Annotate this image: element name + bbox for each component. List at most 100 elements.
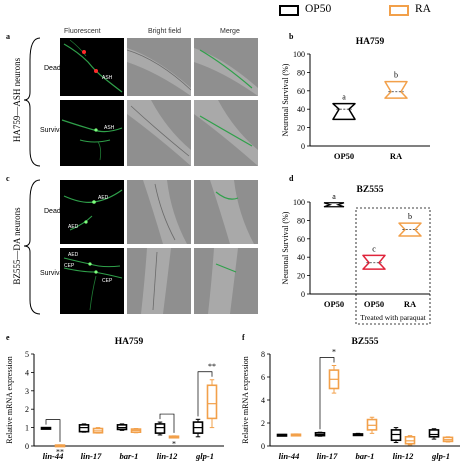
chart-d-paraquat-group-box [355,207,431,325]
chart-f-y-tick-label: 6 [261,373,265,382]
chart-d-title: BZ555 [357,185,384,195]
chart-f-box-2 [314,431,326,437]
chart-b-y-axis-label: Neuronal Survival (%) [282,63,290,136]
chart-b-y-tick-label: 60 [297,87,305,96]
chart-e-sig-label: * [172,440,176,449]
row-label-dead-a: Dead [44,65,61,72]
chart-b-x-tick-label: OP50 [334,151,354,161]
chart-e-box-1 [54,444,66,448]
chart-b-sig-label: a [342,93,346,102]
chart-d-box-2-violin [398,222,422,237]
chart-e-sig-label: ** [208,362,216,371]
row-label-dead-c: Dead [44,208,61,215]
chart-e-x-tick-label: glp-1 [195,451,214,461]
chart-e-box-7 [168,435,180,439]
chart-e-box-9 [206,379,218,429]
chart-e-box-0 [40,426,52,430]
panel-label-c: c [6,174,10,183]
column-title-fluorescent: Fluorescent [64,28,101,35]
chart-b-y-tick-label: 20 [297,124,305,133]
chart-b-x-tick-label: RA [390,151,403,161]
chart-f-bz555-mrna: BZ555 0 2 4 6 8 Relative mRNA expression lin-44… [241,337,460,461]
panel-label-b: b [289,32,294,41]
chart-e-title: HA759 [115,337,144,347]
chart-b-box-0-violin [332,102,356,121]
brightfield-image-a-dead [127,38,191,96]
marker-aed-dead-1: AED [98,195,109,201]
chart-e-box-3 [92,427,104,434]
fluorescent-image-a-dead: ASH [60,38,124,96]
chart-b-title: HA759 [356,37,385,47]
chart-f-box-7 [404,435,416,446]
legend-label-op50: OP50 [305,3,332,15]
chart-b-box-1-violin [384,80,408,99]
group-label-bz555: BZ555—DA neurons [12,207,22,285]
chart-f-x-tick-label: lin-44 [279,451,300,461]
panel-label-f: f [242,333,245,342]
chart-d-x-tick-label: OP50 [324,299,344,309]
chart-d-sig-label: b [408,212,412,221]
chart-f-box-1 [290,433,302,437]
chart-f-y-tick-label: 8 [261,350,265,359]
chart-e-box-4 [116,423,128,431]
chart-f-box-8 [428,428,440,440]
chart-f-box-9 [442,436,454,443]
column-title-bright-field: Bright field [148,28,182,35]
brightfield-image-c-survival [127,248,191,314]
chart-e-y-tick-label: 5 [25,350,29,359]
brightfield-image-c-dead [127,180,191,244]
chart-e-box-5 [130,428,142,434]
marker-aed-survival: AED [68,252,79,258]
panel-label-d: d [289,174,294,183]
chart-e-x-tick-label: lin-17 [81,451,103,461]
chart-e-sig-label: ** [56,448,64,457]
chart-e-y-tick-label: 1 [25,424,29,433]
chart-f-box-6 [390,427,402,444]
chart-f-box-8-box [428,429,440,438]
chart-d-y-tick-label: 40 [297,253,305,262]
chart-e-box-9-box [206,384,218,420]
chart-e-sig-bracket [197,371,213,417]
row-label-survival-c: Survival [40,270,65,277]
group-label-ha759: HA759—ASH neurons [12,57,22,143]
chart-d-y-axis-label: Neuronal Survival (%) [282,211,290,284]
chart-f-box-0 [276,433,288,437]
merge-image-c-survival [194,248,258,314]
chart-b-y-tick-label: 40 [297,105,305,114]
chart-e-sig-bracket [45,419,61,442]
chart-e-box-2-box [78,424,90,433]
chart-f-x-tick-label: lin-17 [317,451,339,461]
chart-f-y-tick-label: 4 [261,396,265,405]
chart-f-y-axis-label: Relative mRNA expression [241,356,250,444]
chart-f-x-tick-label: bar-1 [356,451,375,461]
chart-e-y-tick-label: 0 [25,442,29,451]
chart-d-box-1-violin [362,254,386,270]
column-title-merge: Merge [220,28,240,35]
chart-b-y-tick-label: 100 [293,50,305,59]
chart-d-y-tick-label: 100 [293,198,305,207]
panel-label-a: a [6,32,10,41]
chart-e-ha759-mrna: HA759 0 1 2 3 4 5 Relative mRNA expression lin-4… [5,337,224,461]
chart-e-y-tick-label: 4 [25,368,29,377]
chart-d-y-tick-label: 0 [301,290,305,299]
panel-label-e: e [6,333,10,342]
chart-b-y-tick-label: 0 [301,142,305,151]
chart-e-box-8 [192,418,204,438]
chart-d-group-label: Treated with paraquat [360,313,426,322]
chart-f-y-tick-label: 2 [261,419,265,428]
chart-f-box-4 [352,432,364,437]
merge-image-a-survival [194,100,258,166]
chart-f-y-tick-label: 0 [261,442,265,451]
row-label-survival-a: Survival [40,127,65,134]
chart-e-box-2 [78,423,90,433]
chart-d-box-0-violin [323,202,345,208]
marker-cep-survival-1: CEP [64,263,75,269]
chart-f-sig-label: * [332,348,336,357]
chart-e-sig-bracket [159,413,175,433]
fluorescent-image-c-dead: AED AED [60,180,124,244]
chart-e-box-6 [154,421,166,436]
fluorescent-image-c-survival: AED CEP CEP [60,248,124,314]
legend-swatch-op50 [279,5,299,16]
